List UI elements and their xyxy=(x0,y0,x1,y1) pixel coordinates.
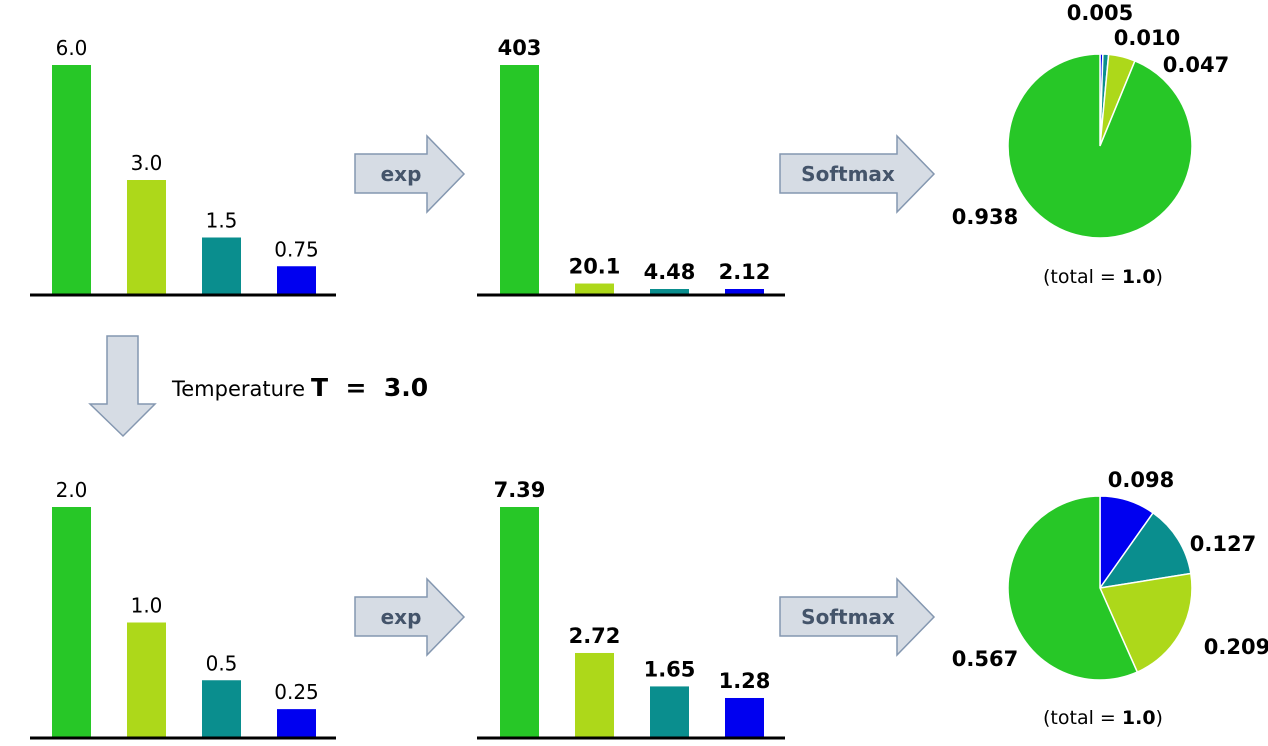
softmax_T-slice-label-3: 0.127 xyxy=(1190,532,1256,556)
softmax_T-slice-label-2: 0.209 xyxy=(1204,635,1268,659)
softmax-slice-label-1: 0.938 xyxy=(952,205,1018,229)
temperature-word: Temperature xyxy=(171,377,305,401)
softmax-slice-label-3: 0.010 xyxy=(1114,26,1180,50)
bar-chart-exp-t: 7.39 2.72 1.65 1.28 xyxy=(477,478,785,740)
softmax-slice-label-4: 0.005 xyxy=(1067,1,1133,25)
exp_T-bar-3 xyxy=(650,686,689,738)
total-note-top: (total = 1.0) xyxy=(1043,266,1163,288)
temperature-arrow xyxy=(88,335,157,438)
logits_T-bar-2 xyxy=(127,622,166,738)
total-prefix: (total = xyxy=(1043,707,1122,729)
logits_T-bar-3 xyxy=(202,680,241,738)
total-suffix: ) xyxy=(1156,707,1163,729)
exp-label: exp xyxy=(381,162,422,186)
logits-bar-4 xyxy=(277,266,316,295)
total-note-bottom: (total = 1.0) xyxy=(1043,707,1163,729)
temperature-value: T = 3.0 xyxy=(311,373,428,402)
softmax_T-slice-1 xyxy=(1007,495,1139,681)
exp-value-label-2: 20.1 xyxy=(569,255,621,279)
exp-value-label-3: 4.48 xyxy=(644,260,696,284)
exp-bar-1 xyxy=(500,65,539,295)
logits_T-bar-4 xyxy=(277,709,316,738)
logits-value-label-4: 0.75 xyxy=(274,237,319,261)
softmax_T-slice-3 xyxy=(1098,511,1192,590)
logits_T-value-label-4: 0.25 xyxy=(274,680,319,704)
exp_T-bar-1 xyxy=(500,507,539,738)
softmax-arrow-top: Softmax xyxy=(779,134,936,214)
logits_T-value-label-1: 2.0 xyxy=(56,478,88,502)
logits_T-bar-1 xyxy=(52,507,91,738)
exp-bar-2 xyxy=(575,283,614,295)
total-prefix: (total = xyxy=(1043,266,1122,288)
logits-bar-2 xyxy=(127,180,166,295)
exp-bar-3 xyxy=(650,289,689,295)
bar-chart-logits: 6.0 3.0 1.5 0.75 xyxy=(30,36,336,297)
exp_T-bar-2 xyxy=(575,652,614,738)
bar-chart-logits-t: 2.0 1.0 0.5 0.25 xyxy=(30,478,336,740)
logits-value-label-1: 6.0 xyxy=(56,36,88,60)
softmax-label: Softmax xyxy=(801,605,895,629)
logits_T-value-label-3: 0.5 xyxy=(206,651,238,675)
softmax_T-slice-2 xyxy=(1098,572,1193,674)
pie-chart-softmax-t: 0.567 0.209 0.127 0.098 xyxy=(952,468,1268,681)
softmax-slice-label-2: 0.047 xyxy=(1163,53,1229,77)
exp_T-value-label-4: 1.28 xyxy=(719,669,771,693)
total-suffix: ) xyxy=(1156,266,1163,288)
exp_T-value-label-2: 2.72 xyxy=(569,624,621,648)
exp-value-label-1: 403 xyxy=(498,36,542,60)
softmax_T-slice-label-1: 0.567 xyxy=(952,647,1018,671)
softmax-slice-1 xyxy=(1007,53,1193,239)
softmax-label: Softmax xyxy=(801,162,895,186)
total-value: 1.0 xyxy=(1122,266,1156,288)
exp-arrow-bottom: exp xyxy=(354,577,466,657)
logits-value-label-3: 1.5 xyxy=(206,209,238,233)
logits-bar-3 xyxy=(202,237,241,295)
temperature-label: Temperature T = 3.0 xyxy=(171,373,428,402)
logits_T-value-label-2: 1.0 xyxy=(131,594,163,618)
exp_T-bar-4 xyxy=(725,697,764,738)
exp_T-value-label-1: 7.39 xyxy=(494,478,546,502)
exp-label: exp xyxy=(381,605,422,629)
logits-value-label-2: 3.0 xyxy=(131,151,163,175)
total-value: 1.0 xyxy=(1122,707,1156,729)
exp-value-label-4: 2.12 xyxy=(719,260,771,284)
exp-arrow-top: exp xyxy=(354,134,466,214)
softmax_T-slice-label-4: 0.098 xyxy=(1108,468,1174,492)
bar-chart-exp: 403 20.1 4.48 2.12 xyxy=(477,36,785,297)
exp_T-value-label-3: 1.65 xyxy=(644,657,696,681)
logits-bar-1 xyxy=(52,65,91,295)
softmax-arrow-bottom: Softmax xyxy=(779,577,936,657)
exp-bar-4 xyxy=(725,289,764,295)
